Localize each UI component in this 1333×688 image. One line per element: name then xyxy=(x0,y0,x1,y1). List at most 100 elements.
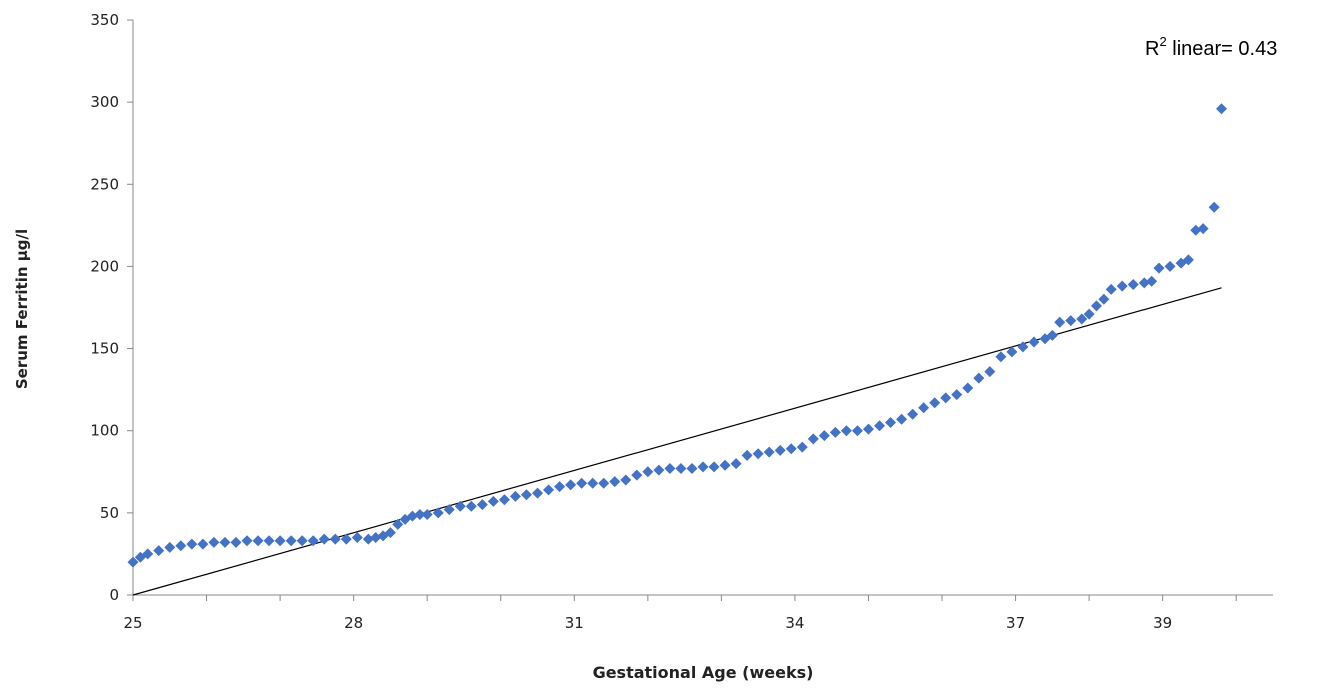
data-point xyxy=(197,538,209,550)
data-point xyxy=(543,484,555,496)
data-point xyxy=(274,535,286,547)
data-point xyxy=(973,372,985,384)
data-point xyxy=(230,536,242,548)
data-point xyxy=(296,535,308,547)
data-point xyxy=(708,461,720,473)
data-point xyxy=(664,463,676,474)
y-tick-label: 150 xyxy=(90,340,119,358)
x-tick-label: 28 xyxy=(344,614,363,632)
data-point xyxy=(406,510,418,522)
data-point xyxy=(719,459,731,471)
data-point xyxy=(384,527,396,539)
x-tick-label: 25 xyxy=(123,614,142,632)
data-point xyxy=(1054,316,1066,328)
data-point xyxy=(219,536,231,548)
data-point xyxy=(465,500,477,512)
data-point xyxy=(840,425,852,437)
data-point xyxy=(175,540,187,552)
y-axis-title: Serum Ferritin μg/l xyxy=(13,229,31,389)
data-point xyxy=(307,535,319,547)
data-point xyxy=(730,458,742,470)
y-tick-label: 0 xyxy=(109,586,119,604)
data-point xyxy=(1182,254,1194,266)
data-point xyxy=(862,423,874,435)
data-point xyxy=(609,476,621,488)
linear-trendline xyxy=(132,287,1222,596)
data-point xyxy=(153,545,165,557)
data-point xyxy=(285,535,297,547)
data-point xyxy=(940,392,952,404)
x-tick-label: 37 xyxy=(1006,614,1025,632)
data-point xyxy=(142,548,154,560)
data-point xyxy=(929,397,941,409)
data-point xyxy=(498,494,510,506)
x-axis-title: Gestational Age (weeks) xyxy=(593,663,814,682)
data-point xyxy=(186,538,198,550)
r-squared-superscript: 2 xyxy=(1159,34,1166,49)
y-tick-label: 50 xyxy=(100,504,119,522)
data-point xyxy=(127,556,139,568)
data-point xyxy=(1116,280,1128,292)
r-squared-base: R xyxy=(1145,38,1159,60)
data-point xyxy=(454,500,466,512)
data-point xyxy=(576,477,588,489)
r-squared-text: linear= 0.43 xyxy=(1167,38,1278,60)
x-tick-label: 31 xyxy=(565,614,584,632)
data-point xyxy=(631,469,643,481)
data-point xyxy=(329,533,341,545)
data-point xyxy=(1197,223,1209,235)
data-point xyxy=(432,507,444,519)
data-point xyxy=(1146,275,1158,287)
y-tick-label: 350 xyxy=(90,11,119,29)
data-point xyxy=(752,448,764,460)
data-point xyxy=(851,425,863,437)
data-point xyxy=(874,420,886,432)
data-point xyxy=(1046,329,1058,341)
data-point xyxy=(362,533,374,545)
data-point xyxy=(443,504,455,516)
data-point xyxy=(340,533,352,545)
data-point xyxy=(796,441,808,453)
data-point xyxy=(1105,283,1117,295)
data-point xyxy=(951,389,963,401)
data-point xyxy=(554,481,566,493)
data-point xyxy=(1076,313,1088,325)
data-point xyxy=(487,495,499,507)
data-point xyxy=(763,446,775,458)
data-point xyxy=(620,474,632,486)
data-point xyxy=(653,464,665,476)
data-point xyxy=(785,443,797,455)
data-point xyxy=(675,463,687,474)
data-points xyxy=(127,103,1228,568)
y-tick-label: 300 xyxy=(90,93,119,111)
data-point xyxy=(918,402,930,414)
data-point xyxy=(414,509,426,520)
data-point xyxy=(1153,262,1165,274)
data-point xyxy=(520,489,532,501)
data-point xyxy=(741,449,753,461)
y-tick-label: 100 xyxy=(90,422,119,440)
data-point xyxy=(241,535,253,547)
y-tick-label: 200 xyxy=(90,257,119,275)
data-point xyxy=(263,535,275,547)
data-point xyxy=(686,463,698,474)
data-point xyxy=(1090,300,1102,312)
data-point xyxy=(532,487,544,499)
data-point xyxy=(962,382,974,394)
data-point xyxy=(1098,293,1110,305)
data-point xyxy=(1208,201,1220,213)
data-point xyxy=(318,533,330,545)
data-point xyxy=(642,466,654,478)
data-point xyxy=(392,518,404,530)
data-point xyxy=(252,535,264,547)
data-point xyxy=(807,433,819,445)
data-point xyxy=(829,426,841,438)
data-point xyxy=(1164,260,1176,272)
data-point xyxy=(1138,277,1150,289)
data-point xyxy=(907,408,919,420)
data-point xyxy=(476,499,488,511)
x-tick-label: 39 xyxy=(1153,614,1172,632)
data-point xyxy=(1065,315,1077,327)
data-point xyxy=(1006,346,1018,358)
